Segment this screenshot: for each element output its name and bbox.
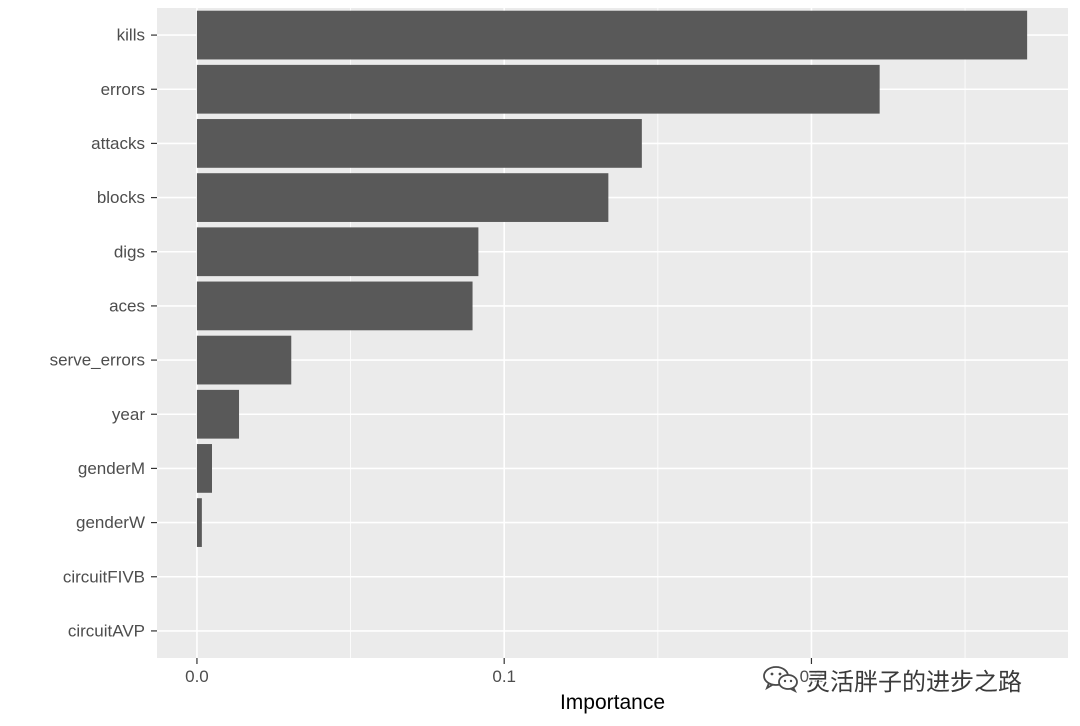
bar-attacks xyxy=(196,119,642,168)
wechat-icon xyxy=(763,666,798,693)
y-tick-label: circuitAVP xyxy=(68,621,145,640)
minor-gridlines xyxy=(350,8,966,658)
y-tick-label: digs xyxy=(114,242,145,261)
plot-panel xyxy=(157,8,1068,658)
bar-aces xyxy=(196,281,473,331)
x-axis-title: Importance xyxy=(560,691,665,714)
y-tick-label: circuitFIVB xyxy=(63,567,145,586)
x-axis: 0.0 0.1 0.2 xyxy=(185,658,823,686)
x-tick-label: 0.1 xyxy=(492,667,516,686)
x-tick-label: 0.2 xyxy=(800,667,824,686)
y-axis: kills errors attacks blocks digs aces serve_er… xyxy=(50,26,157,640)
y-tick-label: aces xyxy=(109,296,145,315)
y-tick-label: genderW xyxy=(76,513,145,532)
bar-blocks xyxy=(196,173,609,222)
bar-genderm xyxy=(196,444,212,493)
bar-genderw xyxy=(196,498,202,547)
y-tick-label: attacks xyxy=(91,134,145,153)
y-tick-label: errors xyxy=(101,80,145,99)
watermark: 灵活胖子的进步之路 xyxy=(762,662,1022,696)
y-tick-label: kills xyxy=(117,26,145,45)
bar-kills xyxy=(196,10,1028,60)
y-tick-label: year xyxy=(112,405,145,424)
watermark-text: 灵活胖子的进步之路 xyxy=(806,667,1022,696)
bar-year xyxy=(196,389,240,439)
bar-serve-errors xyxy=(196,335,292,385)
bars xyxy=(196,10,1028,547)
y-tick-label: genderM xyxy=(78,459,145,478)
y-tick-label: blocks xyxy=(97,188,145,207)
bar-digs xyxy=(196,227,479,277)
x-tick-label: 0.0 xyxy=(185,667,209,686)
y-tick-label: serve_errors xyxy=(50,351,145,370)
bar-errors xyxy=(196,64,880,114)
